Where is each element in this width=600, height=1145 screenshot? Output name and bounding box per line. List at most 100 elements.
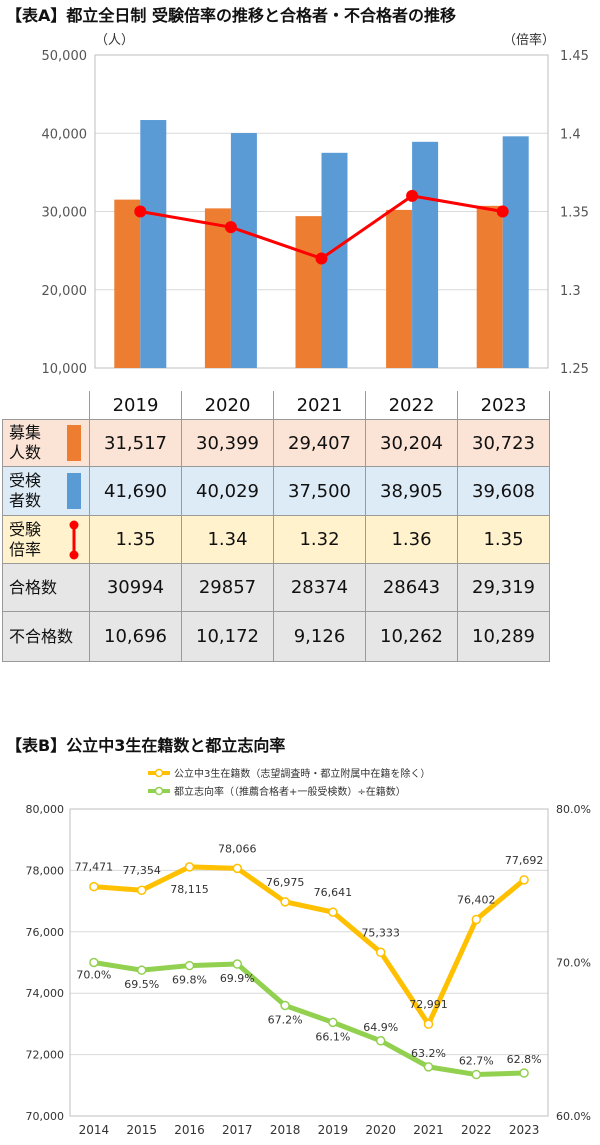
bar-examinees (502, 136, 529, 368)
y-left-tick-label: 78,000 (26, 864, 65, 877)
x-tick-label: 2019 (318, 1123, 349, 1137)
table-cell: 28643 (365, 563, 458, 612)
enrollment-data-label: 78,115 (170, 883, 209, 896)
y-left-tick-label: 76,000 (26, 926, 65, 939)
rate-data-label: 62.7% (459, 1055, 494, 1068)
rate-point (232, 959, 243, 969)
x-tick-label: 2014 (79, 1123, 110, 1137)
ratio-point (406, 189, 419, 202)
chart-a-title: 【表A】都立全日制 受験倍率の推移と合格者・不合格者の推移 (6, 6, 456, 25)
rate-point (89, 957, 99, 968)
y-right-tick-label: 80.0% (556, 803, 591, 816)
enrollment-point (232, 863, 243, 874)
table-row-ratio: 受験 倍率 1.35 1.34 1.32 1.36 1.35 (2, 515, 550, 564)
data-table: 2019 2020 2021 2022 2023 募集 人数 31,517 30,… (2, 391, 550, 662)
table-cell: 37,500 (273, 466, 366, 516)
ratio-point (224, 221, 237, 234)
row-label-line2: 者数 (9, 491, 42, 510)
rate-point (471, 1069, 482, 1080)
table-cell: 30,723 (457, 419, 550, 467)
table-cell: 31,517 (89, 419, 182, 467)
row-label-line2: 人数 (9, 443, 42, 462)
table-cell: 10,289 (457, 611, 550, 662)
row-label: 受検 者数 (2, 466, 90, 516)
y-right-tick-label: 60.0% (556, 1110, 591, 1123)
enrollment-line (93, 864, 526, 1027)
rate-line (93, 960, 525, 1078)
table-cell: 30,204 (365, 419, 458, 467)
enrollment-data-label: 77,692 (505, 854, 544, 867)
legend-rate-marker-icon (154, 786, 164, 796)
bar-applicants-quota (476, 205, 503, 368)
rate-data-label: 62.8% (507, 1053, 542, 1066)
table-year-header: 2023 (457, 391, 550, 420)
y-left-tick-label: 50,000 (42, 49, 88, 64)
table-cell: 30994 (89, 563, 182, 612)
table-cell: 29,319 (457, 563, 550, 612)
table-cell: 40,029 (181, 466, 274, 516)
rate-point (280, 1000, 290, 1011)
orange-swatch-icon (67, 425, 81, 461)
chart-b: 公立中3生在籍数（志望調査時・都立附属中在籍を除く） 都立志向率（（推薦合格者+… (26, 767, 591, 1137)
y-right-tick-label: 1.25 (560, 362, 589, 377)
bar-applicants-quota (114, 199, 141, 368)
bar-applicants-quota (295, 216, 322, 368)
y-right-tick-label: 1.4 (560, 127, 581, 142)
rate-data-label: 67.2% (268, 1013, 303, 1026)
enrollment-point (423, 1019, 434, 1029)
rate-data-label: 69.9% (220, 972, 255, 985)
enrollment-point (136, 885, 147, 895)
x-tick-label: 2020 (365, 1123, 396, 1137)
table-cell: 28374 (273, 563, 366, 612)
legend-rate-label: 都立志向率（（推薦合格者+一般受検数）÷在籍数） (174, 785, 406, 798)
table-cell: 10,172 (181, 611, 274, 662)
table-row-passed: 合格数 30994 29857 28374 28643 29,319 (2, 563, 550, 612)
y-left-tick-label: 40,000 (42, 127, 88, 142)
rate-point (375, 1036, 386, 1046)
chart-a: （人） （倍率） 50,000 40,000 30,000 20,000 10,000 1… (42, 32, 589, 377)
enrollment-data-label: 72,991 (409, 998, 448, 1011)
row-label: 合格数 (2, 563, 90, 612)
y-left-tick-label: 20,000 (42, 284, 88, 299)
legend-enrollment-marker-icon (154, 768, 164, 778)
table-year-header: 2019 (89, 391, 182, 420)
rate-data-label: 66.1% (315, 1030, 350, 1043)
table-corner (2, 391, 90, 420)
row-label: 受験 倍率 (2, 515, 90, 564)
x-tick-label: 2015 (126, 1123, 157, 1137)
plot-frame (69, 808, 549, 1117)
table-cell: 30,399 (181, 419, 274, 467)
enrollment-point (375, 947, 386, 958)
rate-point (519, 1068, 529, 1078)
table-cell: 10,262 (365, 611, 458, 662)
enrollment-data-label: 77,354 (122, 864, 161, 877)
table-cell: 1.35 (457, 515, 550, 564)
blue-swatch-icon (67, 473, 81, 509)
y-left-tick-label: 70,000 (26, 1110, 65, 1123)
bar-examinees (140, 120, 167, 368)
table-cell: 41,690 (89, 466, 182, 516)
enrollment-point (328, 907, 338, 917)
rate-data-label: 69.8% (172, 974, 207, 987)
table-cell: 1.36 (365, 515, 458, 564)
enrollment-point (519, 875, 529, 885)
bar-examinees (230, 133, 257, 368)
row-label-line1: 受検 (9, 471, 42, 490)
enrollment-data-label: 76,641 (314, 886, 353, 899)
rate-point (328, 1017, 338, 1028)
x-tick-label: 2023 (509, 1123, 540, 1137)
chart-a-right-unit: （倍率） (503, 32, 555, 48)
y-right-tick-label: 70.0% (556, 957, 591, 970)
enrollment-data-label: 77,471 (75, 861, 114, 874)
table-cell: 38,905 (365, 466, 458, 516)
enrollment-data-label: 75,333 (361, 926, 400, 939)
enrollment-data-label: 76,975 (266, 876, 305, 889)
table-cell: 1.35 (89, 515, 182, 564)
rate-point (423, 1062, 434, 1072)
enrollment-point (89, 881, 99, 892)
rate-data-label: 70.0% (76, 969, 111, 982)
enrollment-point (471, 914, 482, 925)
rate-data-label: 69.5% (124, 978, 159, 991)
table-cell: 10,696 (89, 611, 182, 662)
row-label: 募集 人数 (2, 419, 90, 467)
